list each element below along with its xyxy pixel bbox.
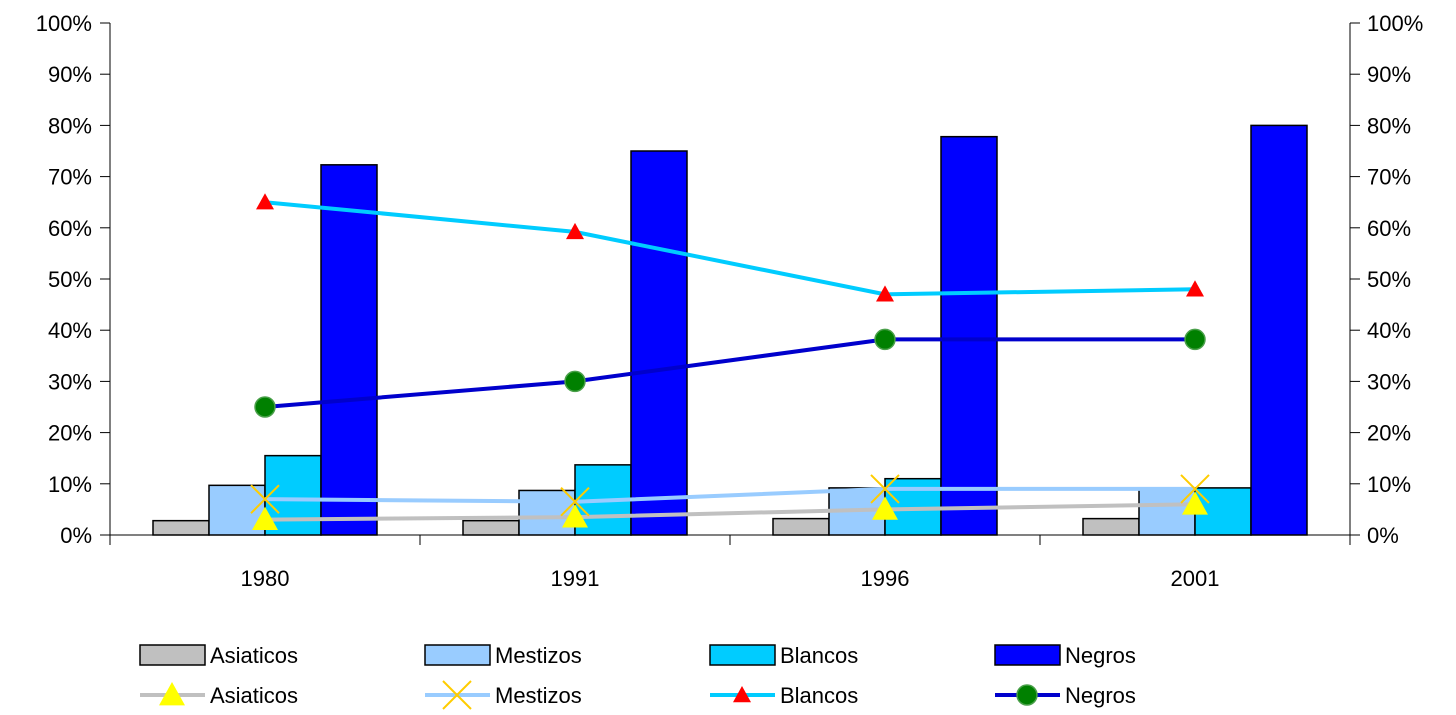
point-blancos-1996 — [876, 285, 894, 302]
legend-label-line-mestizos: Mestizos — [495, 683, 582, 708]
axes: 0% 10% 20% 30% 40% 50% 60% 70% 80% 90% 100% 0% 10% 20… — [36, 11, 1424, 591]
legend-label-bar-mestizos: Mestizos — [495, 643, 582, 668]
point-mestizos-1996 — [870, 474, 900, 504]
point-negros-2001 — [1184, 328, 1206, 351]
y-tick-label-right: 0% — [1367, 523, 1399, 548]
y-tick-label-left: 0% — [60, 523, 92, 548]
y-tick-label-left: 80% — [48, 113, 92, 138]
line-mestizos — [264, 486, 1195, 504]
legend-label-bar-blancos: Blancos — [780, 643, 858, 668]
bar-negros-1991 — [630, 150, 688, 536]
line-negros — [264, 337, 1195, 409]
bar-negros-2001 — [1250, 124, 1308, 536]
legend: Asiaticos Mestizos Blancos Negros Asiaticos M… — [139, 643, 1136, 710]
point-asiaticos-1996 — [872, 496, 898, 520]
legend-marker-mestizos — [442, 680, 472, 710]
point-asiaticos-1980 — [252, 506, 278, 531]
y-tick-label-left: 20% — [48, 421, 92, 446]
bar-asiaticos-1980 — [152, 519, 210, 536]
point-negros-1996 — [874, 328, 896, 351]
x-tick-label-1996: 1996 — [861, 566, 910, 591]
y-tick-label-left: 70% — [48, 165, 92, 190]
bar-asiaticos-1991 — [462, 519, 520, 536]
legend-swatch-bar-mestizos — [424, 644, 491, 666]
lines — [250, 193, 1210, 531]
point-mestizos-1980 — [250, 484, 280, 514]
bar-negros-1996 — [940, 135, 998, 536]
y-tick-label-right: 40% — [1367, 318, 1411, 343]
point-mestizos-1991 — [560, 487, 590, 517]
y-tick-label-left: 50% — [48, 267, 92, 292]
y-tick-label-left: 100% — [36, 11, 92, 36]
legend-swatch-bar-blancos — [709, 644, 776, 666]
x-tick-label-1991: 1991 — [551, 566, 600, 591]
legend-swatch-bar-negros — [994, 644, 1061, 666]
y-tick-label-right: 20% — [1367, 421, 1411, 446]
point-negros-1991 — [564, 370, 586, 393]
y-tick-label-left: 30% — [48, 369, 92, 394]
bar-asiaticos-2001 — [1082, 517, 1140, 536]
bar-mestizos-1980 — [208, 484, 266, 536]
y-tick-label-left: 40% — [48, 318, 92, 343]
x-tick-label-1980: 1980 — [241, 566, 290, 591]
line-asiaticos — [264, 502, 1196, 522]
y-tick-label-left: 10% — [48, 472, 92, 497]
point-mestizos-2001 — [1180, 474, 1210, 504]
legend-swatch-bar-asiaticos — [139, 644, 206, 666]
y-tick-label-left: 60% — [48, 216, 92, 241]
y-tick-label-right: 30% — [1367, 369, 1411, 394]
legend-label-line-blancos: Blancos — [780, 683, 858, 708]
bar-negros-1980 — [320, 164, 378, 536]
bar-mestizos-1991 — [518, 489, 576, 536]
point-blancos-1980 — [256, 193, 274, 210]
y-tick-label-left: 90% — [48, 62, 92, 87]
point-blancos-1991 — [566, 222, 584, 240]
bars — [152, 124, 1308, 536]
legend-label-line-negros: Negros — [1065, 683, 1136, 708]
legend-marker-asiaticos — [159, 682, 185, 706]
y-tick-label-right: 70% — [1367, 165, 1411, 190]
point-blancos-2001 — [1186, 280, 1204, 297]
legend-marker-blancos — [733, 686, 751, 703]
y-tick-label-right: 100% — [1367, 11, 1423, 36]
point-negros-1980 — [254, 396, 276, 418]
y-tick-label-right: 90% — [1367, 62, 1411, 87]
point-asiaticos-1991 — [562, 504, 588, 528]
y-tick-label-right: 60% — [1367, 216, 1411, 241]
y-tick-label-right: 10% — [1367, 472, 1411, 497]
y-tick-label-right: 80% — [1367, 113, 1411, 138]
y-tick-label-right: 50% — [1367, 267, 1411, 292]
point-asiaticos-2001 — [1182, 491, 1208, 515]
legend-marker-negros — [1016, 684, 1038, 706]
legend-label-bar-negros: Negros — [1065, 643, 1136, 668]
legend-label-bar-asiaticos: Asiaticos — [210, 643, 298, 668]
line-blancos — [264, 200, 1196, 297]
bar-asiaticos-1996 — [772, 517, 830, 536]
x-tick-label-2001: 2001 — [1171, 566, 1220, 591]
legend-label-line-asiaticos: Asiaticos — [210, 683, 298, 708]
